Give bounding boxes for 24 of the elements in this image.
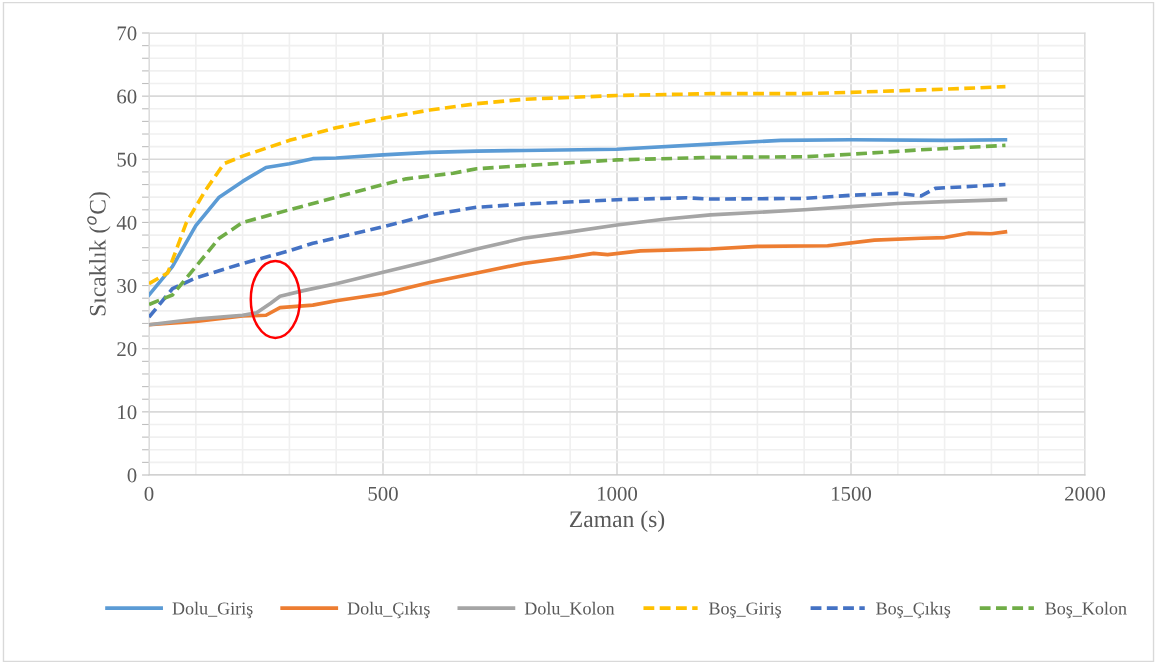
- y-tick-label: 60: [117, 89, 137, 104]
- y-tick-label: 70: [117, 26, 137, 41]
- x-tick-label: 1000: [598, 486, 638, 501]
- legend-label: Dolu_Çıkış: [347, 601, 430, 619]
- x-tick-label: 500: [368, 486, 398, 501]
- x-tick-label: 1500: [832, 486, 872, 501]
- legend-label: Boş_Giriş: [708, 602, 782, 619]
- y-tick-label: 10: [118, 405, 137, 420]
- y-tick-label: 30: [117, 278, 137, 293]
- y-axis-title: Sıcaklık ($^{o}$C): [87, 192, 111, 316]
- legend-label: Dolu_Kolon: [524, 601, 615, 617]
- y-tick-label: 0: [127, 468, 137, 483]
- line-series: [149, 84, 1008, 286]
- x-tick-label: 0: [144, 486, 154, 501]
- x-tick-label: 2000: [1065, 486, 1106, 501]
- legend-label: Boş_Çıkış: [876, 601, 951, 619]
- y-tick-label: 40: [116, 215, 137, 230]
- x-axis-title: Zaman (s): [569, 510, 665, 532]
- y-tick-label: 20: [117, 342, 137, 357]
- legend-label: Boş_Kolon: [1045, 601, 1127, 619]
- line-series: [149, 182, 1008, 319]
- y-tick-label: 50: [117, 152, 137, 167]
- line-series: [149, 197, 1008, 327]
- legend-label: Dolu_Giriş: [172, 601, 253, 619]
